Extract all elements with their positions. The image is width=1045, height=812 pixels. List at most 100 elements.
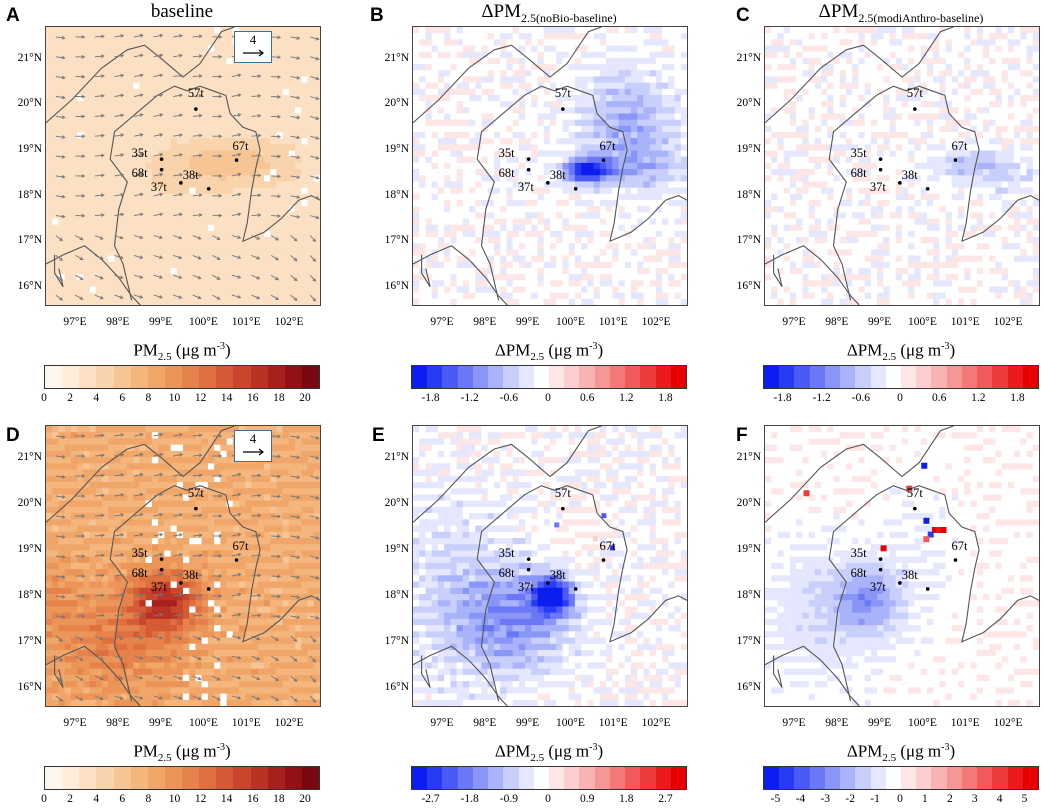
grid-cell bbox=[599, 249, 607, 257]
site-marker[interactable] bbox=[194, 107, 198, 111]
wind-arrow-head bbox=[61, 174, 66, 179]
grid-cell bbox=[655, 101, 663, 108]
map-area[interactable]: 57t 67t 35t 68t 37t 38t bbox=[412, 26, 688, 306]
grid-cell bbox=[139, 199, 147, 207]
map-area[interactable]: 4 57t 67t 35t 68t 37t 38t bbox=[45, 26, 321, 306]
grid-cell bbox=[481, 169, 489, 176]
grid-cell bbox=[450, 119, 458, 127]
grid-cell bbox=[487, 286, 495, 294]
grid-cell bbox=[413, 119, 420, 127]
grid-cell bbox=[226, 88, 234, 96]
grid-cell bbox=[245, 292, 253, 300]
grid-cell bbox=[537, 181, 545, 189]
grid-cell bbox=[201, 45, 209, 53]
grid-cell bbox=[52, 113, 60, 121]
grid-cell bbox=[232, 125, 240, 133]
grid-cell bbox=[456, 274, 464, 281]
grid-cell bbox=[145, 88, 153, 96]
site-marker[interactable] bbox=[159, 167, 164, 172]
grid-cell bbox=[951, 94, 959, 102]
grid-cell bbox=[170, 51, 178, 59]
grid-cell bbox=[593, 175, 601, 183]
wind-arrow bbox=[310, 56, 319, 60]
site-marker[interactable] bbox=[546, 181, 550, 185]
grid-cell bbox=[456, 206, 464, 213]
grid-cell bbox=[201, 57, 209, 65]
grid-cell bbox=[295, 76, 302, 84]
grid-cell bbox=[568, 292, 576, 300]
grid-cell bbox=[444, 206, 451, 213]
grid-cell bbox=[506, 119, 514, 127]
grid-cell bbox=[543, 193, 551, 201]
grid-cell bbox=[852, 70, 860, 78]
wind-arrow bbox=[114, 254, 123, 259]
grid-cell bbox=[232, 280, 240, 288]
grid-cell bbox=[599, 212, 607, 220]
site-marker[interactable] bbox=[234, 158, 239, 162]
grid-cell bbox=[251, 162, 259, 170]
grid-cell bbox=[674, 57, 682, 65]
grid-cell bbox=[833, 51, 841, 59]
site-marker[interactable] bbox=[526, 157, 531, 161]
grid-cell bbox=[839, 88, 847, 96]
site-marker[interactable] bbox=[159, 157, 164, 161]
grid-cell bbox=[276, 51, 284, 59]
grid-cell bbox=[257, 187, 265, 195]
grid-cell bbox=[183, 298, 190, 305]
grid-cell bbox=[126, 101, 134, 108]
grid-cell bbox=[419, 224, 427, 232]
wind-arrow-head bbox=[256, 256, 261, 260]
grid-cell bbox=[481, 261, 489, 269]
grid-cell bbox=[518, 249, 526, 257]
wind-arrow bbox=[55, 76, 65, 79]
site-marker[interactable] bbox=[206, 186, 211, 191]
grid-cell bbox=[630, 218, 638, 226]
grid-cell bbox=[70, 113, 78, 121]
grid-cell bbox=[643, 175, 651, 183]
grid-cell bbox=[933, 39, 940, 47]
wind-arrow-head bbox=[159, 255, 163, 259]
grid-cell bbox=[821, 39, 828, 47]
grid-cell bbox=[543, 280, 551, 288]
site-marker[interactable] bbox=[601, 158, 606, 162]
grid-cell bbox=[70, 107, 78, 115]
grid-cell bbox=[680, 33, 687, 40]
grid-cell bbox=[295, 162, 302, 170]
grid-cell bbox=[518, 39, 526, 47]
grid-cell bbox=[444, 181, 451, 189]
grid-cell bbox=[114, 224, 122, 232]
grid-cell bbox=[220, 199, 228, 207]
grid-cell bbox=[493, 119, 501, 127]
grid-cell bbox=[655, 132, 663, 139]
grid-cell bbox=[419, 138, 427, 145]
map-area[interactable]: 57t 67t 35t 68t 37t 38t bbox=[764, 26, 1040, 306]
grid-cell bbox=[802, 39, 810, 47]
grid-cell bbox=[77, 274, 84, 281]
grid-cell bbox=[587, 280, 595, 288]
grid-cell bbox=[469, 45, 476, 53]
site-marker[interactable] bbox=[179, 181, 183, 185]
grid-cell bbox=[525, 113, 532, 121]
wind-arrow bbox=[114, 294, 123, 299]
grid-cell bbox=[313, 206, 320, 213]
grid-cell bbox=[413, 224, 420, 232]
grid-cell bbox=[437, 132, 445, 139]
site-marker[interactable] bbox=[526, 167, 531, 172]
grid-cell bbox=[562, 237, 570, 244]
grid-cell bbox=[313, 57, 320, 65]
grid-cell bbox=[450, 187, 458, 195]
grid-cell bbox=[164, 64, 172, 71]
wind-arrow bbox=[173, 35, 183, 38]
grid-cell bbox=[877, 51, 884, 59]
grid-cell bbox=[506, 107, 514, 115]
site-marker[interactable] bbox=[561, 107, 565, 111]
grid-cell bbox=[126, 64, 134, 71]
grid-cell bbox=[574, 280, 582, 288]
grid-cell bbox=[126, 206, 134, 213]
grid-cell bbox=[145, 27, 153, 34]
site-marker[interactable] bbox=[573, 186, 578, 191]
grid-cell bbox=[226, 113, 234, 121]
grid-cell bbox=[506, 181, 514, 189]
grid-cell bbox=[77, 199, 84, 207]
grid-cell bbox=[593, 261, 601, 269]
